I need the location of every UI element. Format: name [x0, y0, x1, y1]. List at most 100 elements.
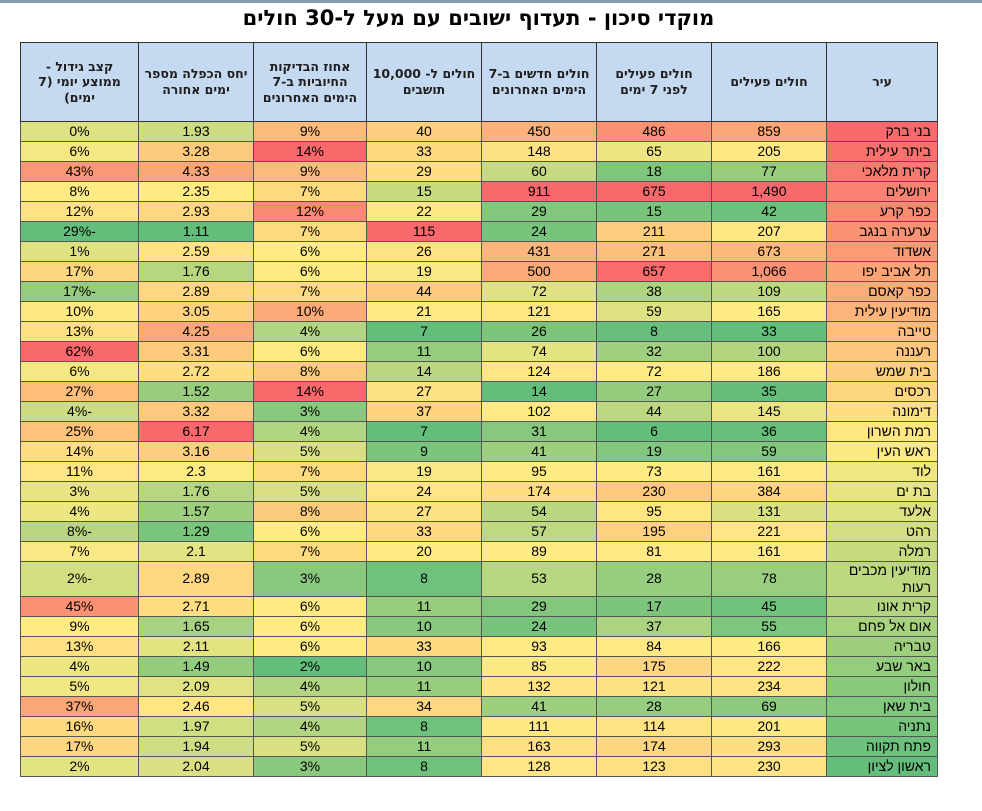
- value-cell: 5%: [253, 735, 367, 757]
- value-cell: -8%: [20, 521, 139, 542]
- value-cell: 7%: [253, 541, 367, 562]
- value-cell: 21: [366, 301, 482, 322]
- value-cell: 230: [711, 755, 827, 777]
- value-cell: 2.71: [138, 595, 254, 617]
- city-cell: תל אביב יפו: [826, 261, 938, 282]
- value-cell: 5%: [20, 675, 139, 697]
- value-cell: 72: [481, 281, 597, 302]
- top-line: [0, 0, 982, 3]
- city-cell: אום אל פחם: [826, 615, 938, 637]
- value-cell: 114: [596, 715, 712, 737]
- value-cell: 29: [481, 201, 597, 222]
- value-cell: 36: [711, 421, 827, 442]
- value-cell: 74: [481, 341, 597, 362]
- value-cell: 11: [366, 735, 482, 757]
- city-cell: נתניה: [826, 715, 938, 737]
- value-cell: 15: [366, 181, 482, 202]
- value-cell: 6%: [253, 261, 367, 282]
- value-cell: 174: [596, 735, 712, 757]
- column-header: חולים פעילים: [711, 42, 827, 122]
- city-cell: בת ים: [826, 481, 938, 502]
- value-cell: 8%: [253, 361, 367, 382]
- value-cell: 8: [596, 321, 712, 342]
- value-cell: 43%: [20, 161, 139, 182]
- value-cell: 11%: [20, 461, 139, 482]
- value-cell: 40: [366, 121, 482, 142]
- table-row: ביתר עילית 205 65 148 33 14% 3.28 6%: [20, 141, 938, 162]
- value-cell: 41: [481, 695, 597, 717]
- value-cell: 54: [481, 501, 597, 522]
- value-cell: 55: [711, 615, 827, 637]
- value-cell: 65: [596, 141, 712, 162]
- table-row: לוד 161 73 95 19 7% 2.3 11%: [20, 461, 938, 482]
- column-header: אחוז הבדיקות החיוביות ב-7 הימים האחרונים: [253, 42, 367, 122]
- value-cell: 17%: [20, 261, 139, 282]
- value-cell: 0%: [20, 121, 139, 142]
- city-cell: מודיעין מכבים רעות: [826, 561, 938, 597]
- city-cell: קרית מלאכי: [826, 161, 938, 182]
- value-cell: 1.94: [138, 735, 254, 757]
- value-cell: 89: [481, 541, 597, 562]
- value-cell: 4%: [253, 675, 367, 697]
- value-cell: 25%: [20, 421, 139, 442]
- value-cell: 293: [711, 735, 827, 757]
- table-row: דימונה 145 44 102 37 3% 3.32 -4%: [20, 401, 938, 422]
- city-cell: רכסים: [826, 381, 938, 402]
- value-cell: 19: [366, 261, 482, 282]
- city-cell: מודיעין עילית: [826, 301, 938, 322]
- value-cell: 657: [596, 261, 712, 282]
- city-cell: טבריה: [826, 635, 938, 657]
- value-cell: 28: [596, 561, 712, 597]
- value-cell: 3%: [20, 481, 139, 502]
- value-cell: 27: [366, 381, 482, 402]
- value-cell: 128: [481, 755, 597, 777]
- city-cell: בית שמש: [826, 361, 938, 382]
- value-cell: 6%: [253, 521, 367, 542]
- value-cell: 45: [711, 595, 827, 617]
- value-cell: 384: [711, 481, 827, 502]
- value-cell: 5%: [253, 481, 367, 502]
- table-row: טייבה 33 8 26 7 4% 4.25 13%: [20, 321, 938, 342]
- value-cell: 2.1: [138, 541, 254, 562]
- table-row: חולון 234 121 132 11 4% 2.09 5%: [20, 675, 938, 697]
- value-cell: 7%: [253, 461, 367, 482]
- value-cell: 7%: [253, 281, 367, 302]
- city-cell: רמלה: [826, 541, 938, 562]
- value-cell: 78: [711, 561, 827, 597]
- city-cell: בית שאן: [826, 695, 938, 717]
- value-cell: 84: [596, 635, 712, 657]
- city-cell: רהט: [826, 521, 938, 542]
- city-cell: ירושלים: [826, 181, 938, 202]
- value-cell: 4%: [20, 501, 139, 522]
- value-cell: 6%: [253, 615, 367, 637]
- value-cell: 3.28: [138, 141, 254, 162]
- value-cell: 2.11: [138, 635, 254, 657]
- value-cell: 132: [481, 675, 597, 697]
- value-cell: 4.33: [138, 161, 254, 182]
- value-cell: 174: [481, 481, 597, 502]
- value-cell: 81: [596, 541, 712, 562]
- value-cell: 166: [711, 635, 827, 657]
- value-cell: 15: [596, 201, 712, 222]
- value-cell: 123: [596, 755, 712, 777]
- value-cell: 2.72: [138, 361, 254, 382]
- value-cell: 175: [596, 655, 712, 677]
- table-row: ירושלים 1,490 675 911 15 7% 2.35 8%: [20, 181, 938, 202]
- value-cell: 8%: [20, 181, 139, 202]
- value-cell: 6.17: [138, 421, 254, 442]
- city-cell: ביתר עילית: [826, 141, 938, 162]
- value-cell: 271: [596, 241, 712, 262]
- value-cell: 28: [596, 695, 712, 717]
- value-cell: 6%: [253, 341, 367, 362]
- value-cell: 22: [366, 201, 482, 222]
- value-cell: 8: [366, 755, 482, 777]
- value-cell: 2.09: [138, 675, 254, 697]
- value-cell: 431: [481, 241, 597, 262]
- value-cell: 111: [481, 715, 597, 737]
- value-cell: 1.76: [138, 481, 254, 502]
- value-cell: 14%: [253, 381, 367, 402]
- value-cell: 205: [711, 141, 827, 162]
- value-cell: 14%: [20, 441, 139, 462]
- value-cell: 7: [366, 321, 482, 342]
- value-cell: 72: [596, 361, 712, 382]
